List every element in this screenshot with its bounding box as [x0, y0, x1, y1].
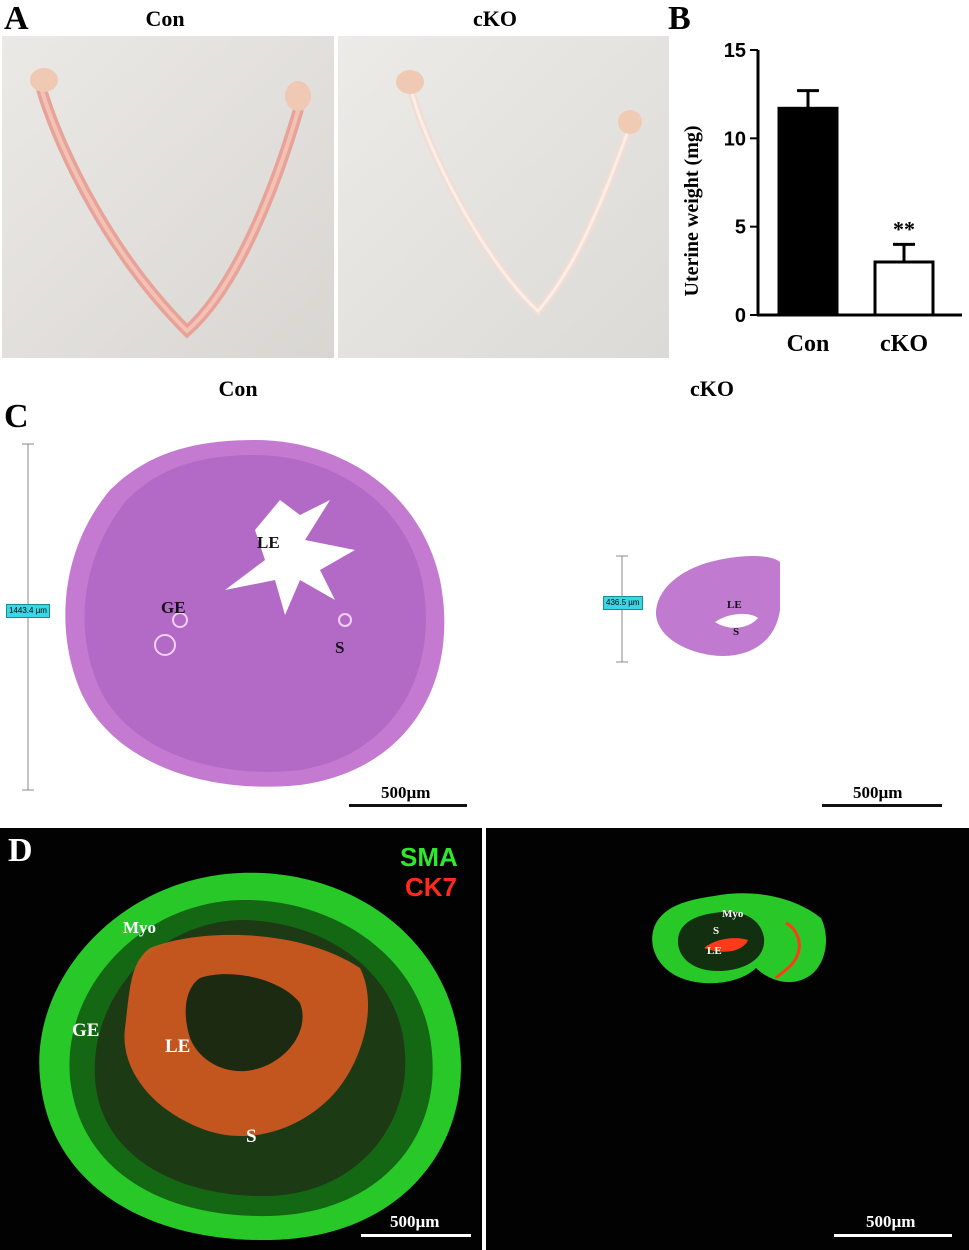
- con-fl-scale-bar: [361, 1234, 471, 1237]
- y-tick-label: 10: [724, 128, 746, 150]
- cko-he-scale-bar: [822, 804, 942, 807]
- cko-measure-badge: 436.5 µm: [603, 596, 643, 610]
- con-measure-badge: 1443.4 µm: [6, 604, 50, 618]
- x-tick-label: Con: [787, 331, 830, 357]
- cko-fl-s-label: S: [713, 925, 720, 937]
- legend-sma: SMA: [400, 842, 458, 872]
- con-fl-ge-label: GE: [72, 1020, 100, 1041]
- cko-he-s-label: S: [733, 626, 740, 638]
- significance-marker: **: [893, 216, 915, 241]
- cko-uterus-photo: [338, 36, 669, 358]
- con-fl-s-label: S: [246, 1126, 257, 1147]
- y-axis-label: Uterine weight (mg): [681, 125, 703, 296]
- y-tick-label: 0: [735, 305, 746, 327]
- con-fluorescence-image: [0, 828, 482, 1250]
- cko-fl-le-label: LE: [707, 945, 722, 957]
- cko-he-section: [600, 550, 800, 670]
- bar-chart-svg: Uterine weight (mg) 0 5 10 15 Con cKO **: [681, 40, 962, 357]
- cko-he-scale-text: 500µm: [853, 783, 903, 802]
- legend-ck7: CK7: [405, 872, 458, 902]
- uterine-weight-chart: Uterine weight (mg) 0 5 10 15 Con cKO **: [676, 36, 966, 366]
- panel-a-cko-title: cKO: [473, 6, 517, 31]
- panel-b-letter: B: [668, 0, 691, 37]
- bar-con: [777, 106, 839, 317]
- y-tick-label: 5: [735, 217, 746, 239]
- con-he-drawing: [22, 440, 445, 791]
- cko-uterus-drawing: [338, 36, 669, 358]
- cko-fluorescence-drawing: [652, 893, 826, 984]
- panel-c-letter: C: [4, 398, 29, 435]
- cko-fl-myo-label: Myo: [722, 908, 744, 920]
- con-fl-myo-label: Myo: [123, 918, 157, 937]
- panel-a-con-title: Con: [145, 6, 185, 31]
- con-he-scale-text: 500µm: [381, 783, 431, 802]
- con-uterus-drawing: [2, 36, 334, 358]
- cko-fl-scale-bar: [834, 1234, 952, 1237]
- con-he-scale-bar: [349, 804, 467, 807]
- con-fl-le-label: LE: [165, 1036, 191, 1057]
- cko-he-le-label: LE: [727, 599, 742, 611]
- con-he-s-label: S: [335, 638, 345, 657]
- cko-fl-scale-text: 500µm: [866, 1212, 916, 1231]
- panel-a-letter: A: [4, 0, 29, 37]
- panel-c-con-title: Con: [218, 376, 258, 401]
- con-uterus-photo: [2, 36, 334, 358]
- panel-c-cko-title: cKO: [690, 376, 734, 401]
- con-fl-scale-text: 500µm: [390, 1212, 440, 1231]
- con-he-le-label: LE: [257, 533, 280, 552]
- bar-cko: [873, 260, 935, 317]
- x-tick-label: cKO: [880, 331, 928, 357]
- con-fluorescence-drawing: [39, 872, 461, 1241]
- cko-fluorescence-image: [486, 828, 969, 1250]
- panel-d-letter: D: [8, 832, 33, 869]
- y-tick-label: 15: [724, 40, 746, 62]
- con-he-ge-label: GE: [161, 598, 186, 617]
- con-he-section: [0, 430, 480, 820]
- cko-he-drawing: [616, 555, 780, 663]
